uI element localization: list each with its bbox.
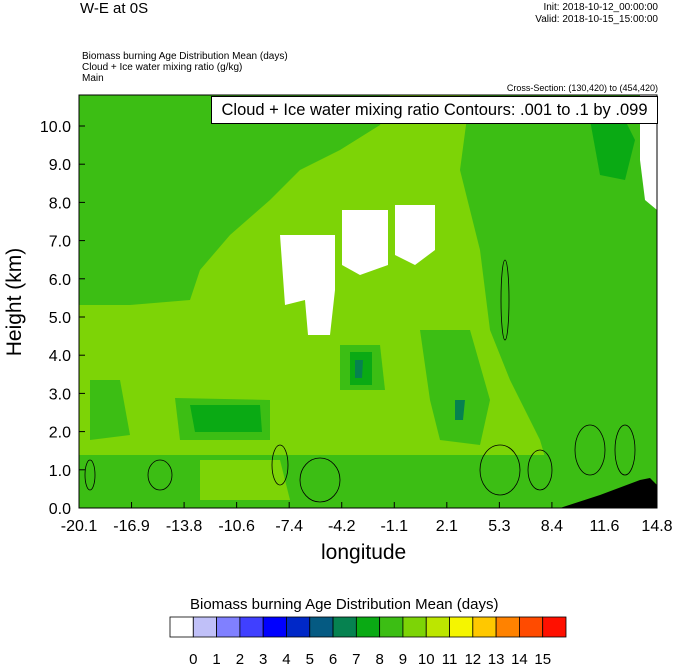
init-time: Init: 2018-10-12_00:00:00 — [543, 2, 658, 13]
y-tick-label: 3.0 — [49, 386, 71, 403]
colorbar-box — [355, 616, 381, 638]
y-tick-label: 8.0 — [49, 195, 71, 212]
colorbar-title: Biomass burning Age Distribution Mean (d… — [190, 596, 499, 613]
colorbar-label: 14 — [511, 651, 528, 667]
colorbar-box — [542, 616, 567, 638]
chart-title: W-E at 0S — [80, 0, 149, 17]
x-tick-label: -7.4 — [275, 518, 303, 535]
x-axis-label: longitude — [321, 541, 407, 564]
y-axis: 0.0 1.0 2.0 3.0 4.0 5.0 6.0 7.0 8.0 9.0 10.0 — [40, 119, 85, 518]
x-tick-label: -13.8 — [166, 518, 203, 535]
x-tick-label: -16.9 — [113, 518, 150, 535]
y-tick-label: 7.0 — [49, 234, 71, 251]
colorbar-label: 1 — [212, 651, 220, 667]
colorbar-box — [309, 616, 334, 638]
colorbar-box — [169, 616, 194, 638]
colorbar-label: 15 — [534, 651, 551, 667]
colorbar-box — [402, 616, 427, 638]
colorbar-box — [519, 616, 544, 638]
colorbar-label: 0 — [189, 651, 197, 667]
x-tick-label: 8.4 — [541, 518, 563, 535]
colorbar-box — [216, 616, 241, 638]
colorbar-label: 3 — [259, 651, 267, 667]
colorbar-box — [286, 616, 311, 638]
x-tick-label: -1.1 — [380, 518, 408, 535]
colorbar-label: 4 — [282, 651, 290, 667]
colorbar-label: 11 — [442, 651, 458, 667]
colorbar-box — [262, 616, 287, 638]
field-1: Biomass burning Age Distribution Mean (d… — [82, 51, 288, 62]
missing-region — [280, 95, 657, 335]
colorbar-label: 8 — [375, 651, 383, 667]
y-tick-label: 1.0 — [49, 463, 71, 480]
valid-time: Valid: 2018-10-15_15:00:00 — [535, 14, 658, 25]
colorbar: 0 1 2 3 4 5 6 7 8 9 10 11 12 13 14 15 — [169, 616, 567, 667]
colorbar-box — [449, 616, 474, 638]
x-axis: -20.1 -16.9 -13.8 -10.6 -7.4 -4.2 -1.1 2.1 5.3 8.… — [61, 502, 673, 535]
colorbar-box — [379, 616, 404, 638]
field-2: Cloud + Ice water mixing ratio (g/kg) — [82, 62, 243, 73]
x-tick-label: -20.1 — [61, 518, 98, 535]
x-tick-label: -10.6 — [218, 518, 255, 535]
y-tick-label: 4.0 — [49, 348, 71, 365]
cross-section: Cross-Section: (130,420) to (454,420) — [506, 83, 658, 93]
contour-legend: Cloud + Ice water mixing ratio Contours:… — [211, 96, 658, 124]
x-tick-label: 14.8 — [641, 518, 672, 535]
colorbar-label: 2 — [236, 651, 244, 667]
colorbar-box — [472, 616, 497, 638]
plot-frame — [78, 94, 658, 509]
x-tick-label: 11.6 — [589, 518, 619, 535]
colorbar-box — [239, 616, 264, 638]
y-tick-label: 10.0 — [40, 119, 71, 136]
colorbar-label: 5 — [306, 651, 314, 667]
y-tick-label: 2.0 — [49, 425, 71, 442]
y-tick-label: 5.0 — [49, 310, 71, 327]
colorbar-label: 13 — [488, 651, 505, 667]
x-tick-label: 2.1 — [436, 518, 458, 535]
colorbar-label: 6 — [329, 651, 337, 667]
y-tick-label: 6.0 — [49, 272, 71, 289]
x-tick-label: 5.3 — [488, 518, 510, 535]
colorbar-box — [332, 616, 357, 638]
colorbar-label: 12 — [464, 651, 481, 667]
field-fill — [79, 95, 657, 508]
contours — [84, 259, 636, 503]
colorbar-label: 7 — [352, 651, 360, 667]
y-tick-label: 0.0 — [49, 501, 71, 518]
colorbar-box — [495, 616, 520, 638]
x-tick-label: -4.2 — [328, 518, 356, 535]
colorbar-label: 10 — [418, 651, 435, 667]
y-axis-label: Height (km) — [3, 247, 26, 357]
field-3: Main — [82, 73, 104, 84]
colorbar-box — [425, 616, 450, 638]
y-tick-label: 9.0 — [49, 157, 71, 174]
colorbar-box — [192, 616, 217, 638]
colorbar-label: 9 — [399, 651, 407, 667]
terrain — [560, 478, 657, 508]
